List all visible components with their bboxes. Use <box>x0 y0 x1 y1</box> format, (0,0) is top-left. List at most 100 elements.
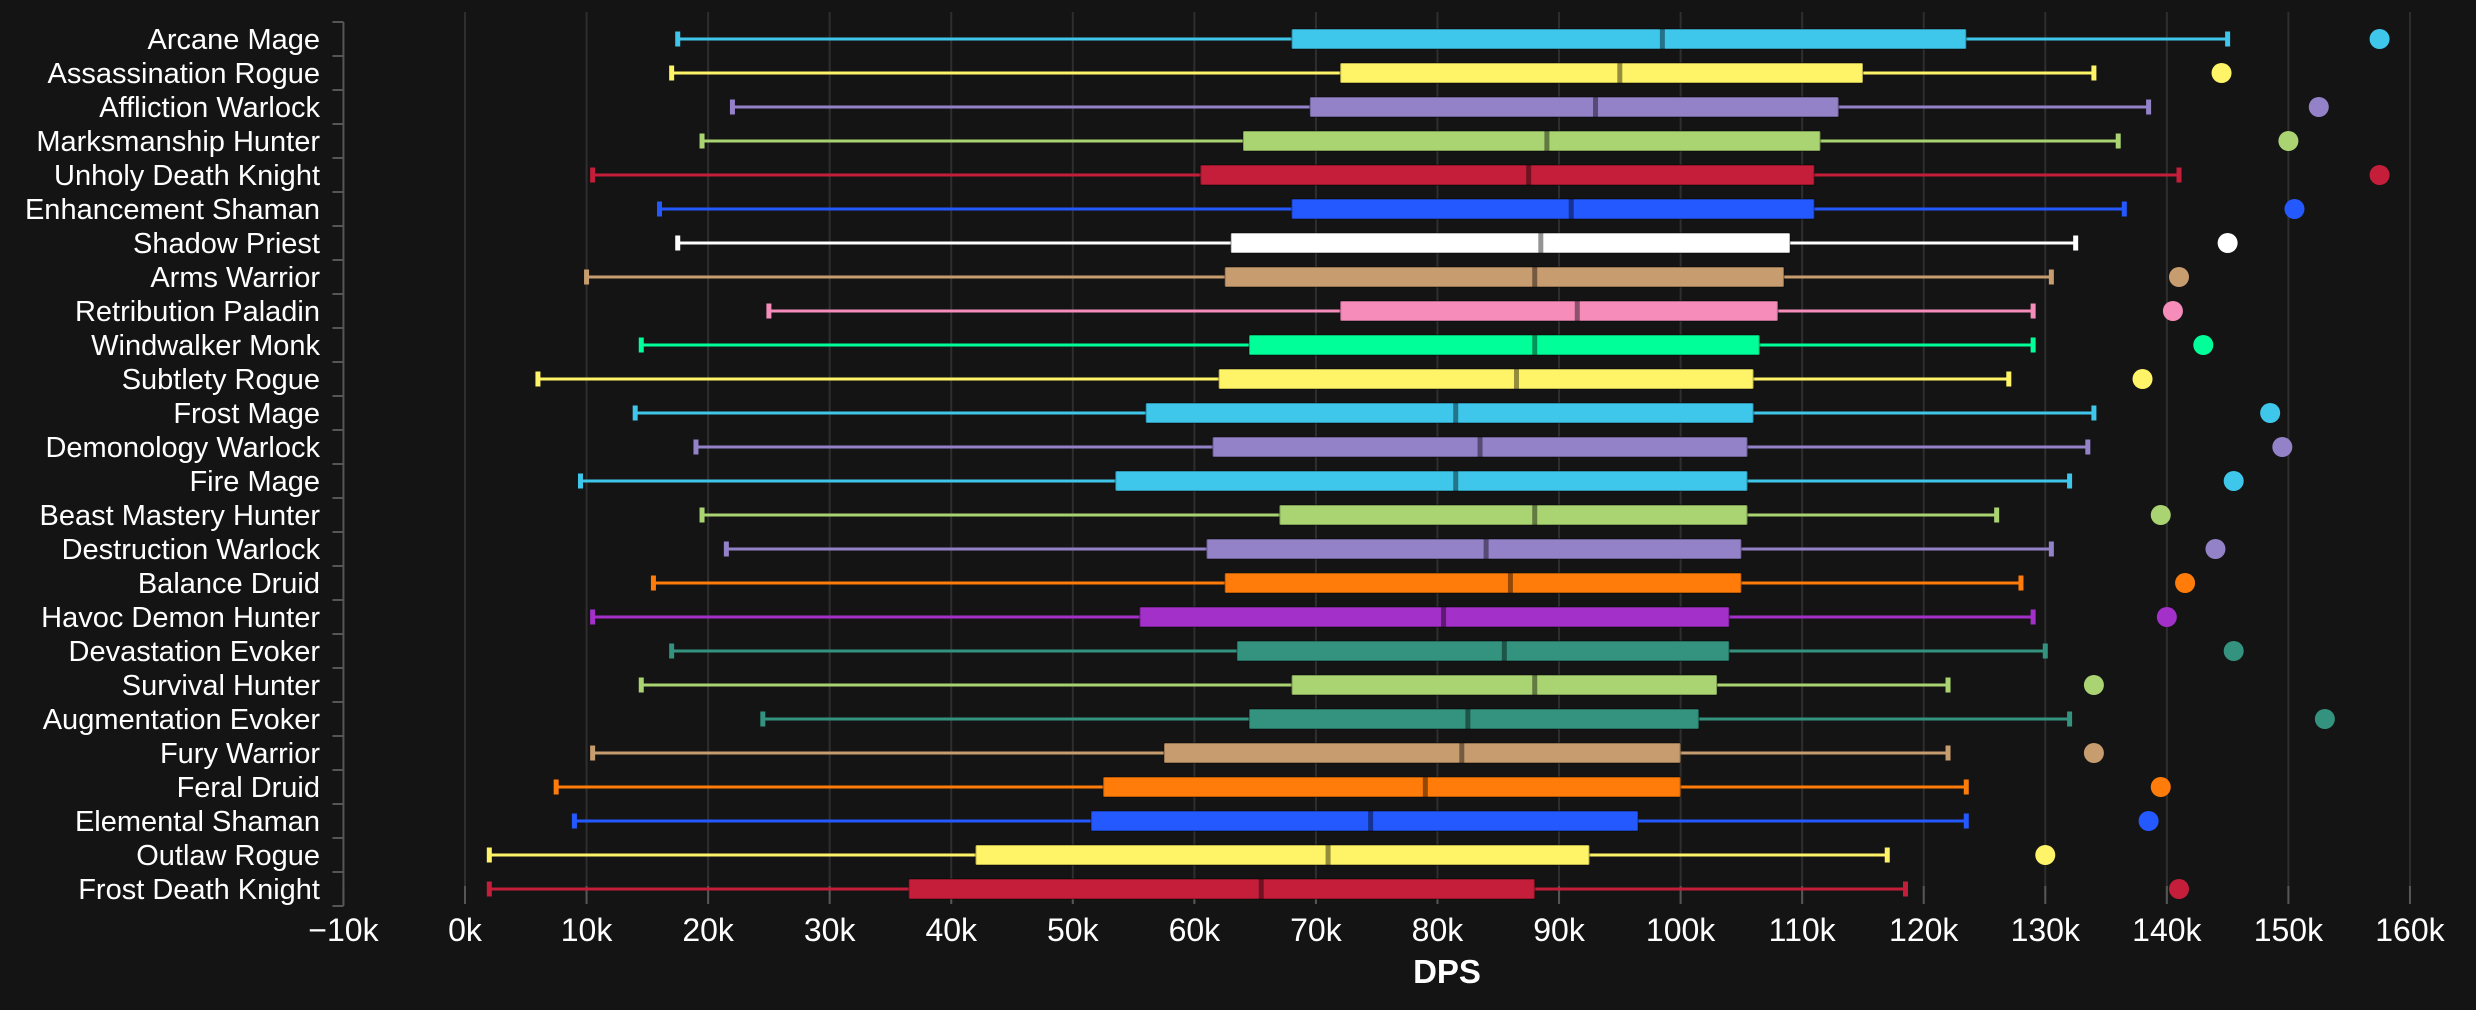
category-label-survival-hunter[interactable]: Survival Hunter <box>122 670 321 702</box>
category-label-fire-mage[interactable]: Fire Mage <box>189 466 320 498</box>
iqr-box[interactable] <box>1223 266 1785 288</box>
max-dps-point[interactable] <box>2083 743 2104 763</box>
category-label-frost-death-knight[interactable]: Frost Death Knight <box>78 874 320 906</box>
max-dps-point[interactable] <box>2156 607 2177 627</box>
max-dps-point[interactable] <box>2223 471 2244 491</box>
max-dps-point[interactable] <box>2211 63 2232 83</box>
max-dps-point[interactable] <box>2223 641 2244 661</box>
box-series-windwalker-monk[interactable] <box>638 334 2214 356</box>
category-label-retribution-paladin[interactable]: Retribution Paladin <box>75 296 320 328</box>
max-dps-point[interactable] <box>2278 131 2299 151</box>
box-series-arcane-mage[interactable] <box>675 28 2390 50</box>
max-dps-point[interactable] <box>2175 573 2196 593</box>
iqr-box[interactable] <box>1199 164 1816 186</box>
max-dps-point[interactable] <box>2083 675 2104 695</box>
category-label-arcane-mage[interactable]: Arcane Mage <box>148 24 321 56</box>
box-series-affliction-warlock[interactable] <box>729 96 2329 118</box>
iqr-box[interactable] <box>1114 470 1749 492</box>
category-label-outlaw-rogue[interactable]: Outlaw Rogue <box>136 840 320 872</box>
box-series-arms-warrior[interactable] <box>584 266 2189 288</box>
category-label-windwalker-monk[interactable]: Windwalker Monk <box>91 330 320 362</box>
iqr-box[interactable] <box>1102 776 1682 798</box>
iqr-box[interactable] <box>1229 232 1792 254</box>
category-label-augmentation-evoker[interactable]: Augmentation Evoker <box>43 704 321 736</box>
max-dps-point[interactable] <box>2168 267 2189 287</box>
box-series-outlaw-rogue[interactable] <box>486 844 2056 866</box>
box-series-fire-mage[interactable] <box>577 470 2244 492</box>
box-series-destruction-warlock[interactable] <box>723 538 2226 560</box>
box-series-retribution-paladin[interactable] <box>766 300 2183 322</box>
box-series-fury-warrior[interactable] <box>590 742 2104 764</box>
category-label-unholy-death-knight[interactable]: Unholy Death Knight <box>54 160 320 192</box>
category-label-devastation-evoker[interactable]: Devastation Evoker <box>69 636 321 668</box>
category-label-marksmanship-hunter[interactable]: Marksmanship Hunter <box>36 126 320 158</box>
box-series-augmentation-evoker[interactable] <box>760 708 2335 730</box>
box-series-frost-death-knight[interactable] <box>486 878 2189 900</box>
iqr-box[interactable] <box>1278 504 1749 526</box>
max-dps-point[interactable] <box>2150 505 2171 525</box>
max-dps-point[interactable] <box>2369 165 2390 185</box>
box-series-survival-hunter[interactable] <box>638 674 2104 696</box>
category-label-beast-mastery-hunter[interactable]: Beast Mastery Hunter <box>40 500 321 532</box>
iqr-box[interactable] <box>1235 640 1731 662</box>
iqr-box[interactable] <box>1090 810 1640 832</box>
max-dps-point[interactable] <box>2193 335 2214 355</box>
box-series-demonology-warlock[interactable] <box>693 436 2293 458</box>
category-label-destruction-warlock[interactable]: Destruction Warlock <box>62 534 321 566</box>
iqr-box[interactable] <box>1223 572 1743 594</box>
max-dps-point[interactable] <box>2162 301 2183 321</box>
iqr-box[interactable] <box>1144 402 1755 424</box>
max-dps-point[interactable] <box>2260 403 2281 423</box>
box-series-beast-mastery-hunter[interactable] <box>699 504 2171 526</box>
iqr-box[interactable] <box>1248 334 1761 356</box>
max-dps-point[interactable] <box>2284 199 2305 219</box>
max-dps-point[interactable] <box>2150 777 2171 797</box>
max-dps-point[interactable] <box>2314 709 2335 729</box>
iqr-box[interactable] <box>1290 28 1968 50</box>
category-label-affliction-warlock[interactable]: Affliction Warlock <box>99 92 320 124</box>
iqr-box[interactable] <box>1162 742 1682 764</box>
category-label-feral-druid[interactable]: Feral Druid <box>177 772 320 804</box>
iqr-box[interactable] <box>1138 606 1731 628</box>
box-series-marksmanship-hunter[interactable] <box>699 130 2299 152</box>
box-series-feral-druid[interactable] <box>553 776 2171 798</box>
box-series-devastation-evoker[interactable] <box>669 640 2244 662</box>
category-label-demonology-warlock[interactable]: Demonology Warlock <box>45 432 320 464</box>
iqr-box[interactable] <box>1290 674 1719 696</box>
max-dps-point[interactable] <box>2132 369 2153 389</box>
box-series-havoc-demon-hunter[interactable] <box>590 606 2177 628</box>
max-dps-point[interactable] <box>2168 879 2189 899</box>
max-dps-point[interactable] <box>2035 845 2056 865</box>
max-dps-point[interactable] <box>2138 811 2159 831</box>
box-series-unholy-death-knight[interactable] <box>590 164 2390 186</box>
max-dps-point[interactable] <box>2272 437 2293 457</box>
iqr-box[interactable] <box>1241 130 1822 152</box>
box-series-subtlety-rogue[interactable] <box>535 368 2153 390</box>
max-dps-point[interactable] <box>2308 97 2329 117</box>
box-series-assassination-rogue[interactable] <box>669 62 2232 84</box>
category-label-elemental-shaman[interactable]: Elemental Shaman <box>75 806 320 838</box>
category-label-assassination-rogue[interactable]: Assassination Rogue <box>48 58 320 90</box>
box-series-frost-mage[interactable] <box>632 402 2281 424</box>
max-dps-point[interactable] <box>2217 233 2238 253</box>
iqr-box[interactable] <box>907 878 1536 900</box>
category-label-shadow-priest[interactable]: Shadow Priest <box>133 228 320 260</box>
iqr-box[interactable] <box>1339 300 1779 322</box>
iqr-box[interactable] <box>1308 96 1840 118</box>
category-label-balance-druid[interactable]: Balance Druid <box>138 568 320 600</box>
max-dps-point[interactable] <box>2369 29 2390 49</box>
iqr-box[interactable] <box>1339 62 1864 84</box>
box-series-elemental-shaman[interactable] <box>571 810 2159 832</box>
category-label-subtlety-rogue[interactable]: Subtlety Rogue <box>122 364 320 396</box>
category-label-havoc-demon-hunter[interactable]: Havoc Demon Hunter <box>41 602 320 634</box>
category-label-enhancement-shaman[interactable]: Enhancement Shaman <box>25 194 320 226</box>
iqr-box[interactable] <box>1290 198 1816 220</box>
box-series-shadow-priest[interactable] <box>675 232 2238 254</box>
category-label-fury-warrior[interactable]: Fury Warrior <box>160 738 320 770</box>
iqr-box[interactable] <box>974 844 1591 866</box>
category-label-arms-warrior[interactable]: Arms Warrior <box>150 262 320 294</box>
iqr-box[interactable] <box>1211 436 1749 458</box>
box-series-balance-druid[interactable] <box>650 572 2196 594</box>
box-series-enhancement-shaman[interactable] <box>656 198 2305 220</box>
category-label-frost-mage[interactable]: Frost Mage <box>173 398 320 430</box>
